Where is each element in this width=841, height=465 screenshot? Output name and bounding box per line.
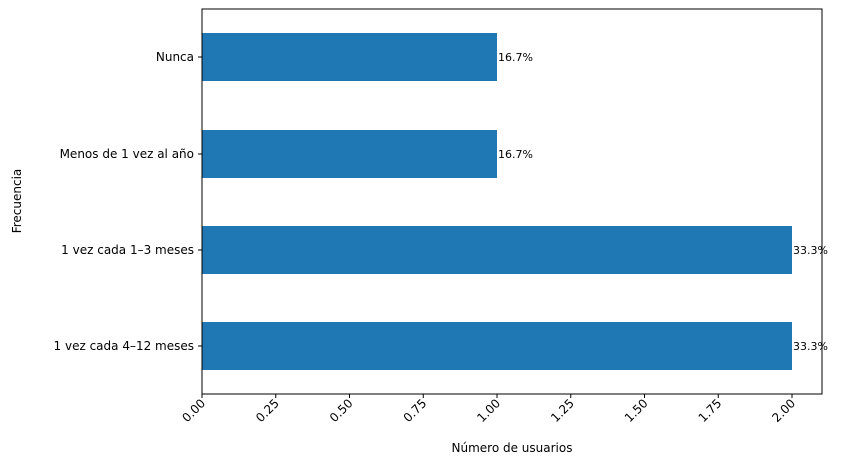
- x-tick-label-3: 0.75: [401, 396, 430, 425]
- x-tick-label-5: 1.25: [548, 396, 577, 425]
- x-tick-label-2: 0.50: [327, 396, 356, 425]
- x-tick-label-6: 1.50: [622, 396, 651, 425]
- x-tick-label-7: 1.75: [696, 396, 725, 425]
- data-labels-group: 16.7% 16.7% 33.3% 33.3%: [498, 51, 828, 353]
- data-label-2: 33.3%: [793, 244, 828, 257]
- data-label-0: 16.7%: [498, 51, 533, 64]
- x-tick-label-0: 0.00: [179, 396, 208, 425]
- x-tick-label-1: 0.25: [253, 396, 282, 425]
- y-axis-label: Frecuencia: [10, 169, 24, 234]
- y-tick-label-0: Nunca: [156, 50, 194, 64]
- x-tick-label-8: 2.00: [769, 396, 798, 425]
- y-tick-label-2: 1 vez cada 1–3 meses: [61, 243, 194, 257]
- x-axis-label: Número de usuarios: [452, 441, 573, 455]
- x-tick-label-4: 1.00: [474, 396, 503, 425]
- data-label-1: 16.7%: [498, 148, 533, 161]
- x-axis-ticks: 0.00 0.25 0.50 0.75 1.00 1.25 1.50 1.75 2.00: [179, 394, 798, 425]
- y-axis-ticks: Nunca Menos de 1 vez al año 1 vez cada 1–3…: [54, 50, 202, 353]
- bars-group: [202, 33, 792, 370]
- plot-frame: [201, 8, 823, 395]
- data-label-3: 33.3%: [793, 340, 828, 353]
- bar-0: [202, 33, 497, 81]
- y-tick-label-1: Menos de 1 vez al año: [60, 147, 194, 161]
- bar-1: [202, 130, 497, 178]
- bar-2: [202, 226, 792, 274]
- bar-3: [202, 322, 792, 370]
- y-tick-label-3: 1 vez cada 4–12 meses: [54, 339, 194, 353]
